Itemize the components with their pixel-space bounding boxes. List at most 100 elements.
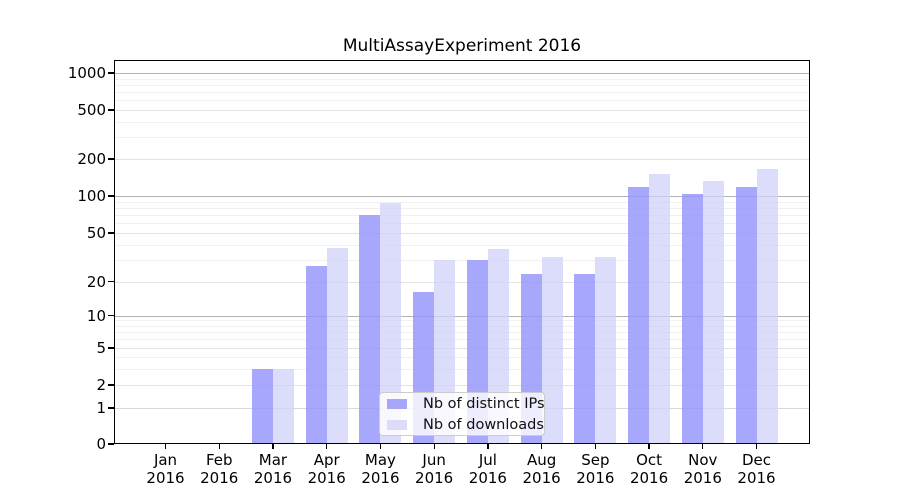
plot-spine-bottom [114,442,810,444]
y-axis-tick-label: 200 [77,150,106,168]
gridline-minor [114,78,810,80]
gridline-minor [114,339,810,341]
chart-title: MultiAssayExperiment 2016 [342,36,582,56]
gridline-minor [114,100,810,102]
x-axis-tick-label: Sep 2016 [567,451,623,487]
month-label: Mar [258,451,288,469]
gridline-major [114,73,810,74]
gridline-minor [114,215,810,217]
gridline-major [114,159,810,160]
gridline-major [114,315,810,317]
bar-distinct-ips [735,186,757,444]
x-axis-tick-label: Jan 2016 [138,451,194,487]
gridline-major [114,196,810,197]
bar-distinct-ips [305,265,327,444]
legend: Nb of distinct IPs Nb of downloads [379,392,545,436]
year-label: 2016 [737,468,776,487]
year-label: 2016 [200,468,239,487]
x-axis-tick-label: Oct 2016 [621,451,677,487]
year-label: 2016 [683,468,722,487]
y-axis-tick [108,407,114,409]
bar-distinct-ips [359,215,381,444]
month-label: May [364,451,396,469]
gridline-minor [114,332,810,334]
plot-spine-top [114,60,810,62]
month-label: Sep [581,451,610,469]
month-label: Jan [153,451,178,469]
x-axis-tick [272,444,274,449]
y-axis-tick-label: 20 [86,272,106,291]
x-axis-tick [702,444,704,449]
y-axis-tick-label: 5 [96,339,106,357]
month-label: Nov [688,451,718,469]
gridline-minor [114,121,810,123]
year-label: 2016 [146,468,185,487]
y-axis-tick [108,347,114,349]
y-axis-tick [108,384,114,386]
x-axis-tick-label: Mar 2016 [245,451,301,487]
legend-item-distinct-ips: Nb of distinct IPs [387,394,545,413]
x-axis-tick [164,444,167,449]
x-axis-tick-label: Feb 2016 [191,451,247,487]
bar-downloads [649,174,671,444]
y-axis-tick [108,158,114,160]
x-axis-tick-label: May 2016 [352,451,408,487]
year-label: 2016 [415,468,454,487]
year-label: 2016 [307,468,346,487]
y-axis-tick-label: 1000 [67,64,106,82]
bar-downloads [326,247,348,444]
y-axis-tick [108,72,114,74]
month-label: Apr [313,451,340,469]
gridline-minor [114,137,810,139]
year-label: 2016 [361,468,400,487]
y-axis-tick [108,232,114,234]
x-axis-tick-label: Jul 2016 [460,451,516,487]
month-label: Jun [422,451,446,469]
gridline-major [114,385,810,386]
bar-downloads [595,256,617,444]
bar-downloads [272,368,294,444]
year-label: 2016 [522,468,561,487]
gridline-major [114,281,810,283]
x-axis-tick-label: Nov 2016 [675,451,731,487]
legend-swatch-downloads [387,419,407,430]
month-label: Dec [742,451,772,469]
x-axis-tick-label: Jun 2016 [406,451,462,487]
year-label: 2016 [629,468,669,487]
gridline-minor [114,244,810,246]
gridline-minor [114,201,810,203]
plot-spine-right [808,60,810,444]
x-axis-tick [594,444,597,449]
legend-item-downloads: Nb of downloads [387,415,544,434]
legend-swatch-distinct-ips [387,398,407,409]
gridline-minor [114,325,810,327]
y-axis-tick [108,443,114,445]
y-axis-tick [108,109,114,111]
x-axis-tick [218,444,220,449]
gridline-major [114,348,810,349]
x-axis-tick [541,444,543,449]
month-label: Oct [636,451,663,469]
y-axis-tick-label: 2 [96,376,106,394]
bar-downloads [702,181,724,444]
y-axis-tick-label: 1 [96,399,106,417]
gridline-minor [114,368,810,370]
bar-distinct-ips [681,193,703,444]
bar-distinct-ips [628,186,650,444]
plot-spine-left [114,60,116,444]
bar-downloads [541,256,563,444]
year-label: 2016 [468,468,507,487]
bar-distinct-ips [251,368,273,444]
gridline-minor [114,207,810,209]
x-axis-tick-label: Dec 2016 [729,451,785,487]
gridline-minor [114,84,810,86]
year-label: 2016 [253,468,293,487]
bar-distinct-ips [574,274,596,444]
x-axis-tick [755,444,758,449]
gridline-minor [114,223,810,225]
bar-downloads [756,169,778,444]
x-axis-tick-label: Aug 2016 [514,451,570,487]
x-axis-tick [648,444,650,449]
gridline-minor [114,92,810,94]
